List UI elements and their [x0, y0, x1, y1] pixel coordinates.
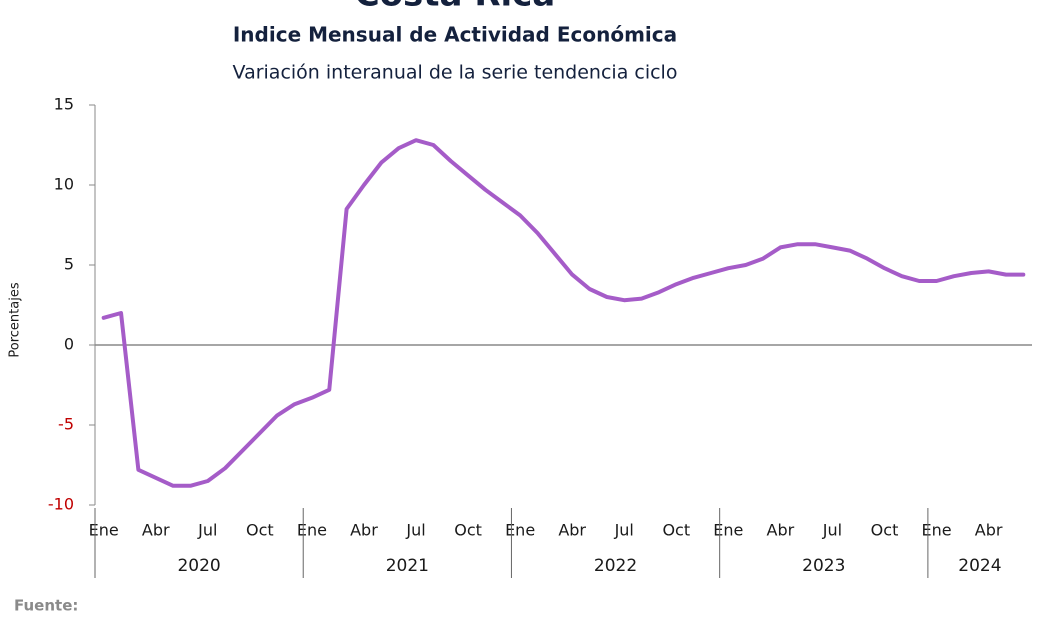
x-group-label: 2023	[802, 556, 845, 576]
x-group-label: 2020	[177, 556, 220, 576]
x-tick-label: Abr	[558, 521, 586, 540]
x-tick-label: Ene	[297, 521, 327, 540]
x-tick-label: Abr	[975, 521, 1003, 540]
x-tick-label: Oct	[871, 521, 899, 540]
x-group-label: 2024	[958, 556, 1001, 576]
x-tick-label: Oct	[246, 521, 274, 540]
x-tick-label: Jul	[405, 521, 425, 540]
y-tick-label: 15	[54, 95, 74, 114]
x-tick-label: Abr	[767, 521, 795, 540]
x-group-label: 2022	[594, 556, 637, 576]
y-tick-label: -10	[48, 495, 74, 514]
line-series	[101, 138, 1026, 488]
chart-subtitle: Indice Mensual de Actividad Económica	[233, 23, 677, 47]
chart-title: Costa Rica	[355, 0, 556, 15]
y-tick-label: 5	[64, 255, 74, 274]
y-tick-label: -5	[58, 415, 74, 434]
x-tick-label: Jul	[822, 521, 842, 540]
x-tick-label: Ene	[922, 521, 952, 540]
y-axis-label: Porcentajes	[8, 282, 23, 357]
x-group-label: 2021	[386, 556, 429, 576]
x-tick-label: Abr	[142, 521, 170, 540]
x-tick-label: Jul	[197, 521, 217, 540]
x-tick-label: Oct	[662, 521, 690, 540]
footer: Fuente:	[14, 597, 78, 614]
x-tick-label: Ene	[89, 521, 119, 540]
x-tick-label: Oct	[454, 521, 482, 540]
y-tick-label: 0	[64, 335, 74, 354]
chart-subtitle: Variación interanual de la serie tendenc…	[233, 62, 678, 84]
x-tick-label: Jul	[614, 521, 634, 540]
x-tick-label: Abr	[350, 521, 378, 540]
x-tick-label: Ene	[505, 521, 535, 540]
x-tick-label: Ene	[713, 521, 743, 540]
y-tick-label: 10	[54, 175, 74, 194]
